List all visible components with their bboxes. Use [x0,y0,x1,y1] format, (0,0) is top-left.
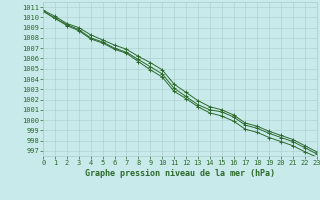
X-axis label: Graphe pression niveau de la mer (hPa): Graphe pression niveau de la mer (hPa) [85,169,275,178]
